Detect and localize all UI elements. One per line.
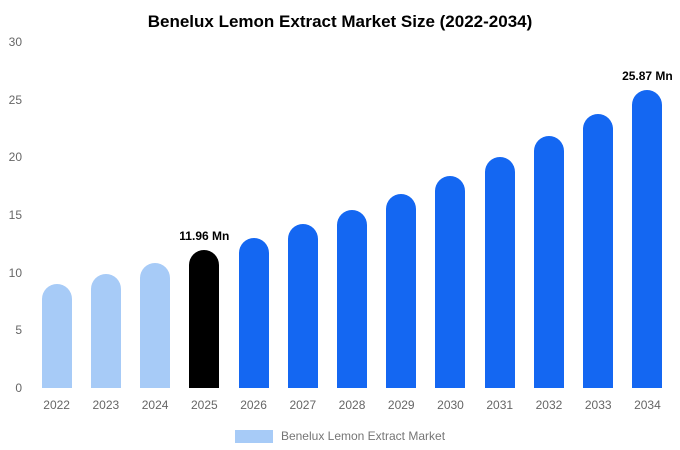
bar-column-2022: [32, 42, 81, 388]
x-axis: 2022 2023 2024 2025 2026 2027 2028 2029 2030 2031…: [32, 398, 672, 412]
bar-2029[interactable]: [386, 193, 417, 388]
x-axis-label-2033: 2033: [584, 398, 612, 412]
bar-column-2025: 11.96 Mn: [179, 42, 230, 388]
y-axis-label: 10: [8, 265, 22, 280]
y-axis-label: 25: [8, 92, 22, 107]
legend-swatch: [234, 429, 273, 443]
bar-value-label: 25.87 Mn: [622, 68, 673, 83]
bar-column-2030: [426, 42, 475, 388]
bar-2033[interactable]: [583, 114, 614, 388]
y-axis-label: 20: [8, 150, 22, 165]
bar-column-2031: [475, 42, 524, 388]
bar-column-2029: [377, 42, 426, 388]
x-axis-label-2029: 2029: [387, 398, 415, 412]
bar-2024[interactable]: [140, 262, 171, 388]
bar-2022[interactable]: [41, 284, 72, 388]
x-axis-label-2027: 2027: [289, 398, 317, 412]
x-axis-label-2032: 2032: [535, 398, 563, 412]
x-axis-label-2022: 2022: [43, 398, 70, 412]
x-axis-label-2025: 2025: [190, 398, 218, 412]
bar-column-2023: [81, 42, 130, 388]
bar-2034[interactable]: [632, 89, 663, 388]
y-axis-label: 0: [15, 381, 22, 395]
legend[interactable]: Benelux Lemon Extract Market: [0, 429, 680, 443]
y-axis-label: 30: [8, 35, 22, 49]
bar-column-2032: [524, 42, 573, 388]
plot-wrap: 0 5 10 15 20 25 30 11.96 Mn 25.87 Mn 2022 2023 20…: [9, 35, 673, 412]
bar-2030[interactable]: [435, 176, 466, 388]
bar-2032[interactable]: [533, 136, 564, 388]
legend-label: Benelux Lemon Extract Market: [280, 429, 446, 443]
x-axis-label-2026: 2026: [240, 398, 267, 412]
y-axis-label: 15: [8, 208, 22, 222]
x-axis-label-2034: 2034: [634, 398, 661, 412]
plot-area: 11.96 Mn 25.87 Mn: [32, 42, 673, 388]
bar-column-2024: [130, 42, 179, 388]
bar-2025[interactable]: [189, 250, 220, 388]
bar-column-2027: [278, 42, 327, 388]
y-axis: 0 5 10 15 20 25 30: [0, 35, 28, 395]
bar-column-2028: [327, 42, 376, 388]
x-axis-label-2024: 2024: [141, 398, 169, 412]
bar-2031[interactable]: [484, 157, 515, 388]
bar-2028[interactable]: [337, 209, 368, 388]
x-axis-label-2030: 2030: [437, 398, 464, 412]
chart-title: Benelux Lemon Extract Market Size (2022-…: [147, 12, 533, 31]
bar-2023[interactable]: [90, 273, 121, 388]
y-axis-label: 5: [15, 323, 22, 338]
bar-column-2033: [574, 42, 623, 388]
x-axis-label-2023: 2023: [92, 398, 120, 412]
x-axis-label-2028: 2028: [338, 398, 366, 412]
bar-value-label: 11.96 Mn: [179, 229, 230, 244]
x-axis-label-2031: 2031: [486, 398, 514, 412]
bar-column-2034: 25.87 Mn: [622, 42, 673, 388]
bar-2026[interactable]: [238, 237, 269, 388]
bar-column-2026: [229, 42, 278, 388]
bar-2027[interactable]: [287, 224, 318, 388]
